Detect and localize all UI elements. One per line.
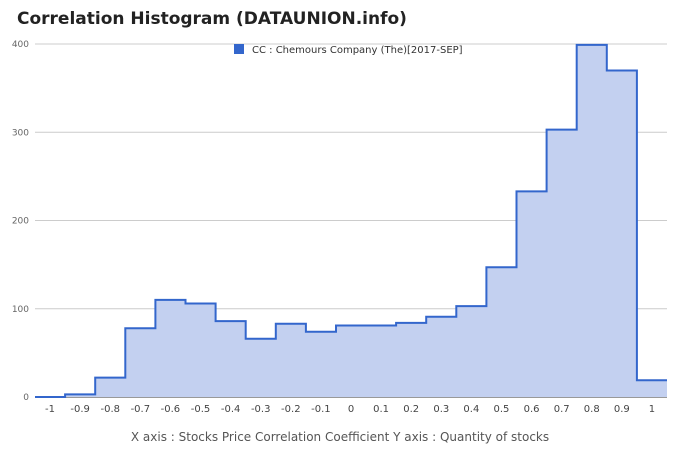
x-tick-label: 0.7 — [554, 404, 570, 415]
x-tick-label: 0 — [348, 404, 354, 415]
histogram-bin[interactable] — [547, 130, 577, 397]
y-axis-ticks: 0 100 200 300 400 — [12, 40, 29, 403]
chart-title: Correlation Histogram (DATAUNION.info) — [17, 9, 407, 29]
legend-swatch — [234, 44, 244, 54]
x-axis-ticks: -1 -0.9 -0.8 -0.7 -0.6 -0.5 -0.4 -0.3 -0.2 -0.1 0 0… — [45, 404, 655, 415]
series-area — [35, 44, 667, 398]
histogram-bin[interactable] — [155, 300, 185, 397]
histogram-bin[interactable] — [65, 394, 95, 397]
histogram-bin[interactable] — [396, 323, 426, 397]
histogram-bin[interactable] — [577, 45, 607, 397]
x-tick-label: -0.6 — [161, 404, 181, 415]
x-tick-label: 0.4 — [463, 404, 479, 415]
x-tick-label: 0.6 — [524, 404, 540, 415]
x-tick-label: 0.1 — [373, 404, 389, 415]
y-tick-label: 0 — [23, 393, 29, 403]
x-tick-label: 0.2 — [403, 404, 419, 415]
x-tick-label: 0.9 — [614, 404, 630, 415]
histogram-bin[interactable] — [306, 332, 336, 397]
histogram-bin[interactable] — [456, 306, 486, 397]
plot-area — [35, 43, 667, 398]
histogram-bin[interactable] — [95, 378, 125, 397]
x-tick-label: 0.8 — [584, 404, 600, 415]
x-tick-label: -0.1 — [311, 404, 331, 415]
y-tick-label: 300 — [12, 128, 29, 138]
histogram-bin[interactable] — [426, 317, 456, 397]
x-axis-label: X axis : Stocks Price Correlation Coeffi… — [130, 430, 550, 444]
legend-label: CC : Chemours Company (The)[2017-SEP] — [252, 45, 463, 56]
histogram-bin[interactable] — [276, 324, 306, 397]
y-tick-label: 100 — [12, 305, 29, 315]
histogram-bin[interactable] — [366, 326, 396, 397]
histogram-bin[interactable] — [125, 328, 155, 397]
histogram-bin[interactable] — [336, 326, 366, 397]
histogram-bin[interactable] — [216, 321, 246, 397]
x-tick-label: -0.5 — [191, 404, 211, 415]
histogram-bin[interactable] — [486, 267, 516, 397]
histogram-bin[interactable] — [517, 191, 547, 397]
y-tick-label: 400 — [12, 40, 29, 50]
x-tick-label: 0.5 — [494, 404, 510, 415]
x-tick-label: -1 — [45, 404, 55, 415]
histogram-bin[interactable] — [637, 380, 667, 397]
x-tick-label: -0.7 — [131, 404, 151, 415]
x-tick-label: -0.2 — [281, 404, 301, 415]
y-tick-label: 200 — [12, 217, 29, 227]
x-tick-label: -0.8 — [100, 404, 120, 415]
series-line — [35, 43, 667, 398]
histogram-bin[interactable] — [185, 303, 215, 397]
x-tick-label: -0.4 — [221, 404, 241, 415]
x-tick-label: -0.3 — [251, 404, 271, 415]
histogram-bin[interactable] — [607, 70, 637, 397]
x-tick-label: 0.3 — [433, 404, 449, 415]
x-tick-label: 1 — [649, 404, 655, 415]
histogram-bin[interactable] — [246, 339, 276, 397]
x-tick-label: -0.9 — [70, 404, 90, 415]
legend[interactable]: CC : Chemours Company (The)[2017-SEP] — [234, 44, 463, 56]
